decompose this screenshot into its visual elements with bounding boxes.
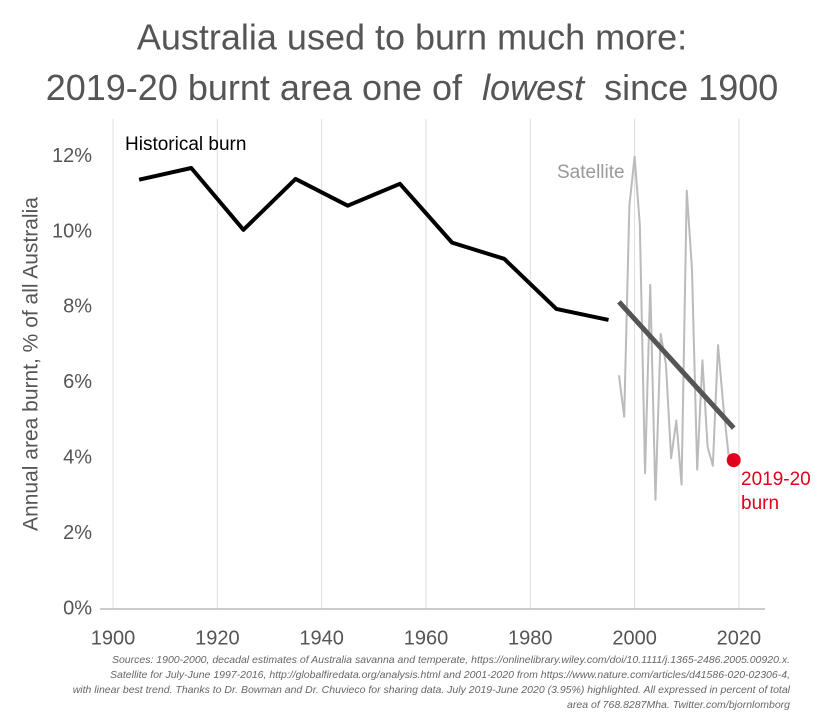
y-tick-label: 6% bbox=[63, 371, 92, 393]
y-tick-label: 4% bbox=[63, 447, 92, 469]
y-tick-label: 12% bbox=[52, 145, 92, 167]
x-tick-label: 1980 bbox=[508, 627, 553, 649]
x-tick-label: 1940 bbox=[299, 627, 344, 649]
title-part: lowest bbox=[482, 67, 586, 108]
source-note: Sources: 1900-2000, decadal estimates of… bbox=[112, 654, 790, 666]
x-tick-label: 1920 bbox=[195, 627, 240, 649]
x-tick-label: 2020 bbox=[717, 627, 762, 649]
chart-title: 2019-20 burnt area one of lowest since 1… bbox=[46, 67, 779, 108]
title-part: 2019-20 burnt area one of bbox=[46, 67, 463, 108]
x-tick-label: 1900 bbox=[91, 627, 136, 649]
y-tick-label: 2% bbox=[63, 522, 92, 544]
highlight-point bbox=[726, 453, 741, 468]
x-tick-label: 2000 bbox=[612, 627, 657, 649]
series-line bbox=[617, 155, 735, 501]
source-note: with linear best trend. Thanks to Dr. Bo… bbox=[73, 684, 791, 696]
y-axis-label: Annual area burnt, % of all Australia bbox=[20, 197, 43, 531]
y-tick-label: 8% bbox=[63, 296, 92, 318]
title-part: since 1900 bbox=[604, 67, 778, 108]
series-line bbox=[617, 300, 736, 430]
highlight-label: burn bbox=[741, 493, 779, 514]
series-line bbox=[138, 166, 609, 322]
source-note: Satellite for July-June 1997-2016, http:… bbox=[110, 669, 790, 681]
series-label: Satellite bbox=[557, 162, 625, 183]
x-tick-label: 1960 bbox=[404, 627, 449, 649]
source-note: area of 768.8287Mha. Twitter.com/bjornlo… bbox=[567, 699, 790, 711]
series-label: Historical burn bbox=[125, 134, 246, 155]
chart-title: Australia used to burn much more: bbox=[137, 17, 687, 58]
y-tick-label: 0% bbox=[63, 597, 92, 619]
y-tick-label: 10% bbox=[52, 220, 92, 242]
highlight-label: 2019-20 bbox=[741, 469, 811, 490]
